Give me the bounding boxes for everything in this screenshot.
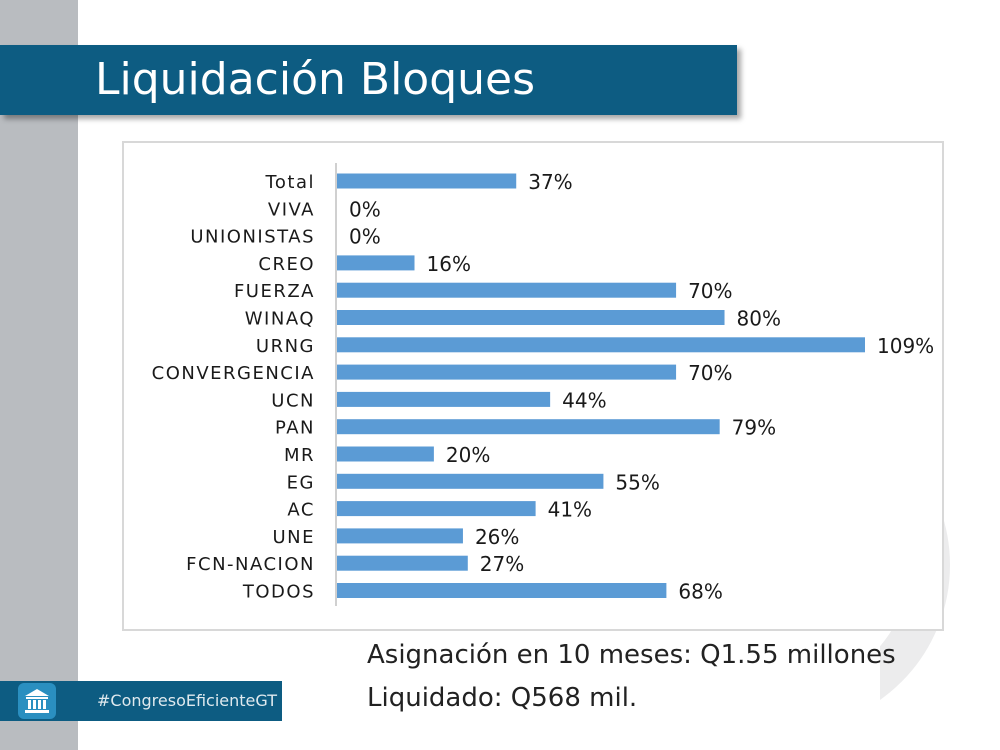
congress-building-icon: [18, 683, 56, 719]
bar-ac: [337, 501, 536, 517]
category-label: MR: [284, 445, 315, 466]
category-label: CREO: [258, 254, 315, 275]
bar-todos: [337, 583, 667, 598]
value-label: 70%: [688, 279, 732, 303]
category-label: EG: [287, 472, 315, 493]
bar-chart: Total 37% VIVA 0% UNIONISTAS 0% CREO 16% FUERZA 7…: [122, 141, 944, 631]
category-label: FCN-NACION: [186, 554, 315, 575]
value-label: 70%: [688, 361, 732, 385]
category-label: CONVERGENCIA: [152, 363, 315, 384]
bar-eg: [337, 473, 604, 489]
value-label: 0%: [349, 197, 381, 221]
value-label: 20%: [446, 443, 490, 467]
bar-total: [337, 173, 517, 189]
slide-title: Liquidación Bloques: [95, 54, 536, 105]
bar-mr: [337, 446, 434, 462]
category-label: VIVA: [268, 199, 315, 220]
value-label: 79%: [732, 416, 776, 440]
category-label: UNE: [272, 527, 315, 548]
bar-ucn: [337, 391, 551, 407]
value-label: 44%: [562, 388, 606, 412]
chart-canvas: Total 37% VIVA 0% UNIONISTAS 0% CREO 16% FUERZA 7…: [152, 163, 934, 606]
value-label: 109%: [877, 334, 934, 358]
value-label: 0%: [349, 225, 381, 249]
category-label: Total: [264, 172, 315, 193]
value-label: 16%: [427, 252, 471, 276]
value-label: 55%: [615, 470, 659, 494]
category-label: TODOS: [242, 582, 315, 603]
bar-une: [337, 528, 463, 544]
bar-pan: [337, 419, 720, 435]
title-banner: Liquidación Bloques: [0, 45, 737, 115]
category-label: PAN: [275, 418, 315, 439]
value-label: 26%: [475, 525, 519, 549]
value-label: 68%: [678, 580, 722, 604]
category-label: UCN: [271, 390, 315, 411]
value-label: 37%: [528, 170, 572, 194]
bar-creo: [337, 255, 415, 271]
category-label: UNIONISTAS: [190, 227, 315, 248]
category-label: FUERZA: [234, 281, 315, 302]
left-decorative-strip: [0, 0, 78, 750]
category-label: WINAQ: [245, 309, 315, 330]
bar-convergencia: [337, 364, 677, 380]
value-label: 27%: [480, 552, 524, 576]
bar-fuerza: [337, 282, 677, 298]
value-label: 41%: [548, 498, 592, 522]
bar-urng: [337, 337, 865, 353]
category-label: AC: [287, 500, 315, 521]
bar-fcn-nacion: [337, 555, 468, 571]
liquidated-note: Liquidado: Q568 mil.: [367, 683, 638, 713]
hashtag-banner: #CongresoEficienteGT: [0, 681, 282, 721]
hashtag-text: #CongresoEficienteGT: [97, 691, 277, 710]
value-label: 80%: [737, 307, 781, 331]
category-label: URNG: [256, 336, 315, 357]
allocation-note: Asignación en 10 meses: Q1.55 millones: [367, 640, 896, 670]
bar-winaq: [337, 310, 725, 325]
